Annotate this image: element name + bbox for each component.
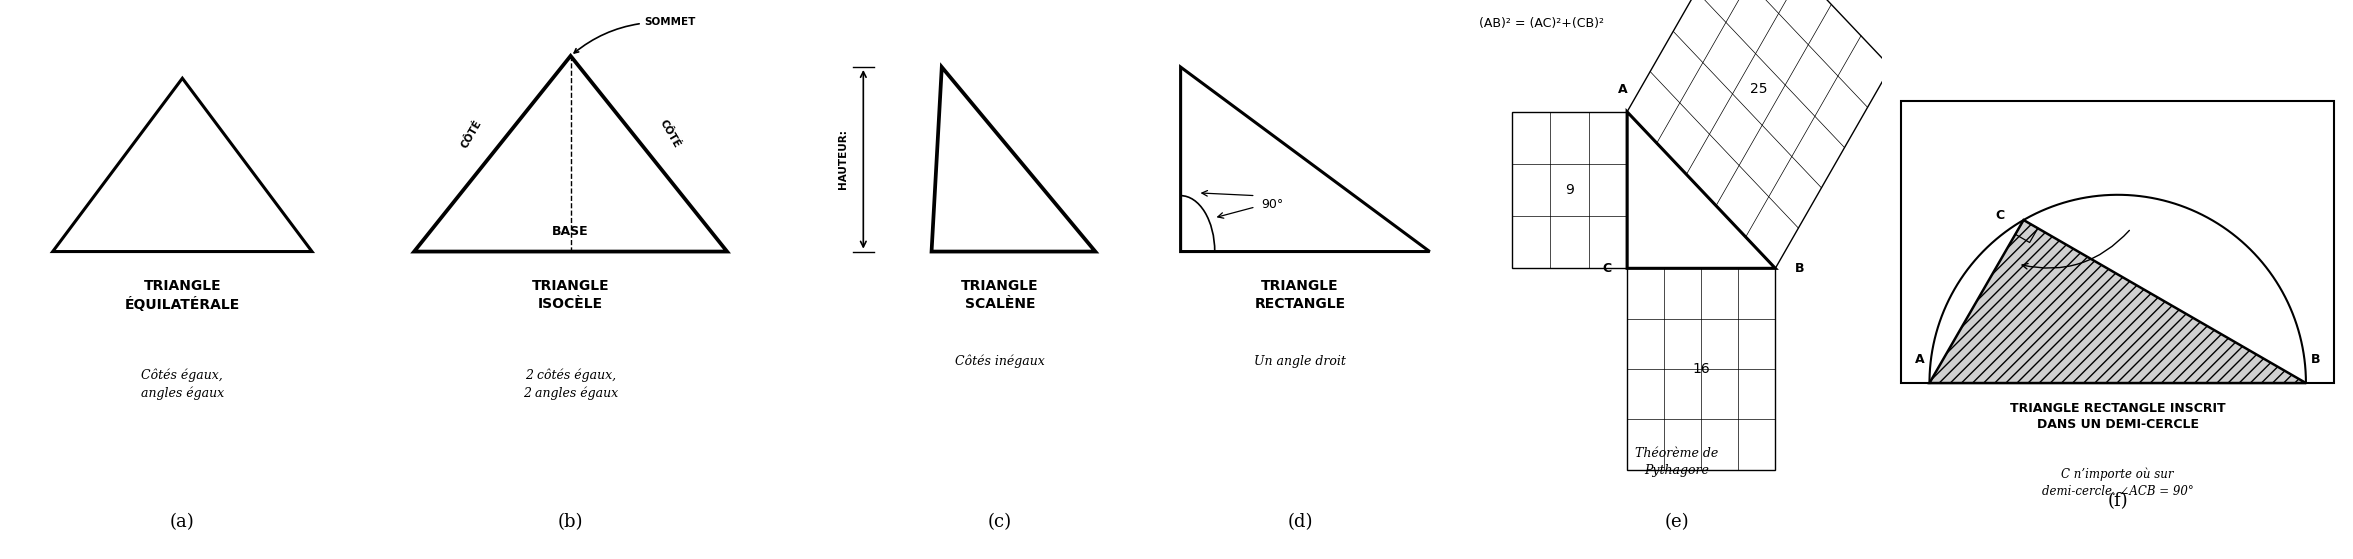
Text: TRIANGLE
ISOCÈLE: TRIANGLE ISOCÈLE	[532, 280, 609, 311]
Text: 2 côtés égaux,
2 angles égaux: 2 côtés égaux, 2 angles égaux	[522, 369, 619, 400]
Text: Côtés inégaux: Côtés inégaux	[955, 355, 1045, 368]
Text: A: A	[1915, 353, 1925, 366]
Text: (f): (f)	[2108, 492, 2127, 510]
Text: (c): (c)	[988, 513, 1012, 531]
Text: TRIANGLE
SCALÈNE: TRIANGLE SCALÈNE	[960, 280, 1038, 311]
Text: (b): (b)	[558, 513, 584, 531]
Text: C: C	[1995, 209, 2005, 222]
Text: 16: 16	[1692, 362, 1711, 376]
Text: HAUTEUR:: HAUTEUR:	[838, 129, 847, 190]
Text: Un angle droit: Un angle droit	[1254, 355, 1346, 368]
Text: TRIANGLE RECTANGLE INSCRIT
DANS UN DEMI-CERCLE: TRIANGLE RECTANGLE INSCRIT DANS UN DEMI-…	[2009, 402, 2226, 431]
Text: Théorème de
Pythagore: Théorème de Pythagore	[1635, 447, 1718, 477]
Text: (e): (e)	[1664, 513, 1689, 531]
Text: CÔTÉ: CÔTÉ	[459, 119, 485, 150]
Text: B: B	[1795, 262, 1805, 275]
Text: CÔTÉ: CÔTÉ	[656, 119, 682, 150]
Text: 25: 25	[1751, 82, 1767, 97]
Text: C n’importe où sur
demi-cercle. ∠ACB = 90°: C n’importe où sur demi-cercle. ∠ACB = 9…	[2042, 468, 2193, 498]
Text: (d): (d)	[1287, 513, 1313, 531]
Text: Côtés égaux,
angles égaux: Côtés égaux, angles égaux	[141, 369, 224, 400]
Text: BASE: BASE	[553, 225, 588, 238]
Polygon shape	[1929, 220, 2306, 383]
Text: B: B	[2311, 353, 2320, 366]
Text: A: A	[1619, 83, 1628, 96]
Text: TRIANGLE
ÉQUILATÉRALE: TRIANGLE ÉQUILATÉRALE	[125, 280, 240, 312]
Text: SOMMET: SOMMET	[574, 17, 696, 53]
Text: 9: 9	[1565, 183, 1574, 197]
Text: C: C	[1602, 262, 1612, 275]
Text: TRIANGLE
RECTANGLE: TRIANGLE RECTANGLE	[1254, 280, 1346, 311]
Bar	[1901, 101, 2334, 383]
Text: (a): (a)	[169, 513, 195, 531]
Text: (AB)² = (AC)²+(CB)²: (AB)² = (AC)²+(CB)²	[1478, 17, 1605, 30]
Text: 90°: 90°	[1261, 197, 1285, 211]
